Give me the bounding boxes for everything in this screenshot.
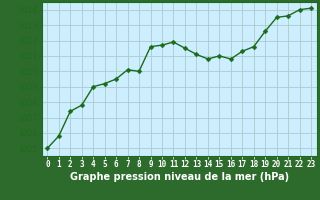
X-axis label: Graphe pression niveau de la mer (hPa): Graphe pression niveau de la mer (hPa) <box>70 172 289 182</box>
